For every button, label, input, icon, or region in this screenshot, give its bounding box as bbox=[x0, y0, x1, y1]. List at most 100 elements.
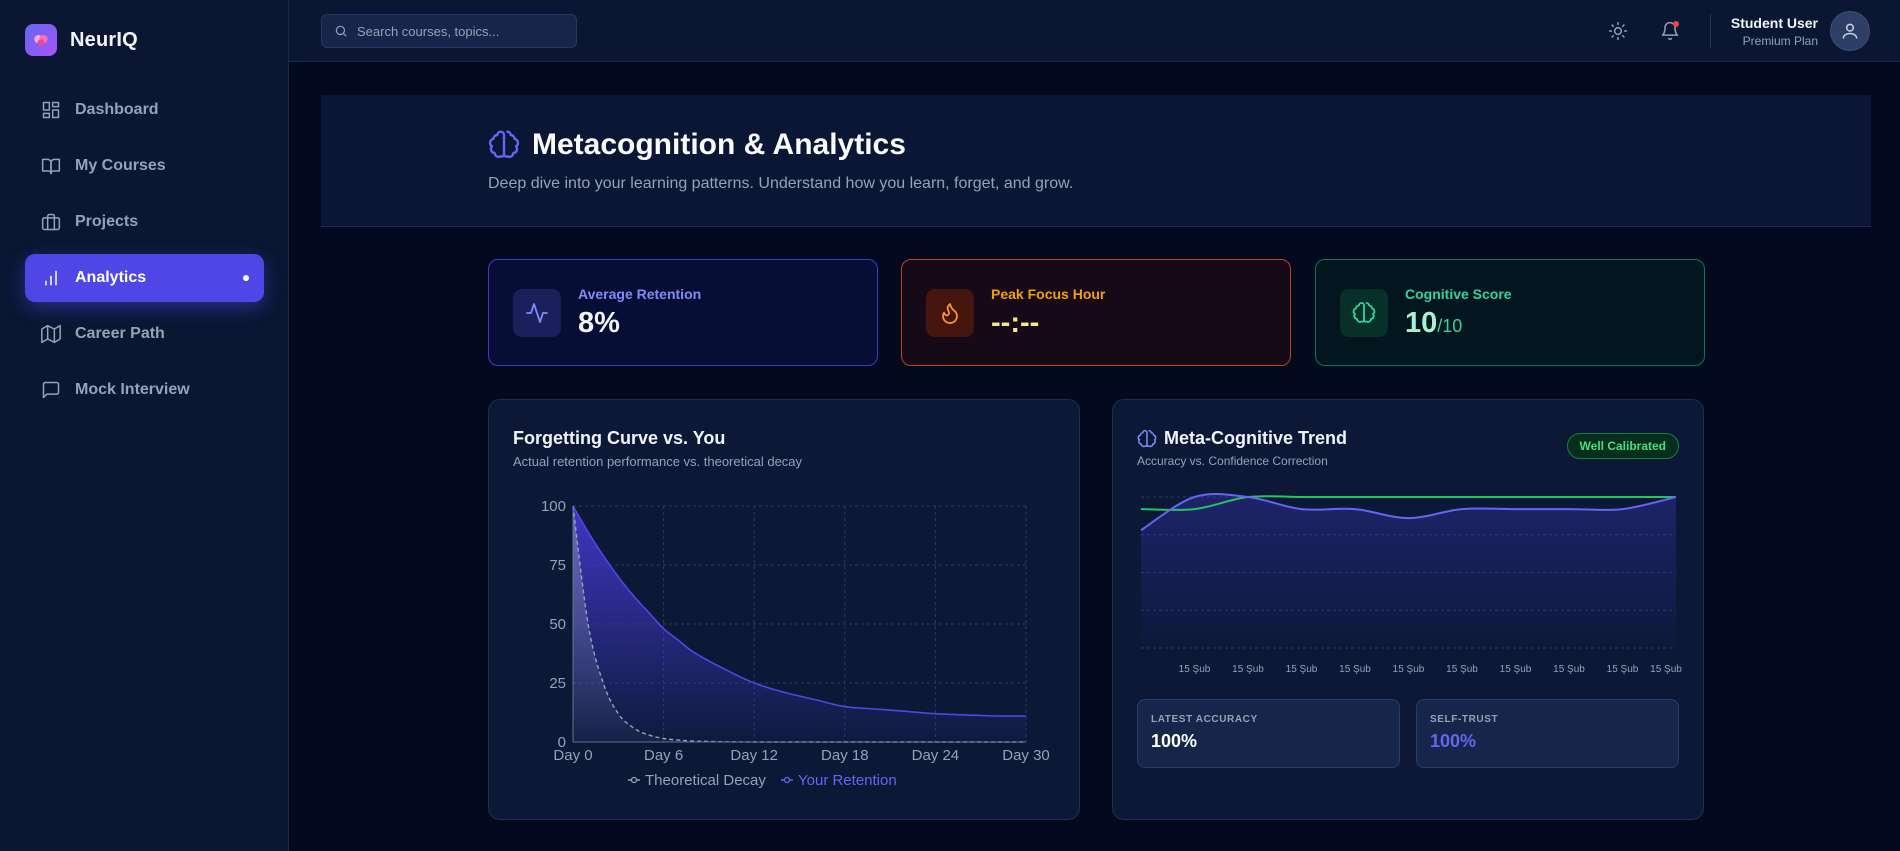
user-plan: Premium Plan bbox=[1742, 33, 1818, 48]
y-tick-label: 100 bbox=[541, 498, 566, 515]
sun-icon bbox=[1608, 21, 1628, 41]
x-tick-label: 15 Şub bbox=[1339, 664, 1371, 675]
page-title: Metacognition & Analytics bbox=[532, 128, 906, 161]
peak-focus-hour-card: Peak Focus Hour --:-- bbox=[901, 259, 1291, 366]
y-tick-label: 50 bbox=[549, 616, 566, 633]
sidebar-item-dashboard[interactable]: Dashboard bbox=[25, 86, 264, 134]
active-indicator-dot bbox=[243, 275, 249, 281]
accuracy-area bbox=[1141, 494, 1676, 648]
flame-icon bbox=[942, 302, 958, 324]
retention-line bbox=[572, 505, 1027, 717]
legend-retention-dot bbox=[783, 776, 791, 784]
x-tick-label: Day 18 bbox=[821, 747, 869, 764]
sidebar-nav: Dashboard My Courses Projects Analytics … bbox=[25, 86, 264, 422]
panel-subtitle: Actual retention performance vs. theoret… bbox=[513, 454, 803, 469]
x-tick-label: 15 Şub bbox=[1553, 664, 1585, 675]
x-tick-label: Day 24 bbox=[912, 747, 960, 764]
stat-label: Cognitive Score bbox=[1405, 285, 1512, 302]
bell-icon bbox=[1661, 21, 1679, 41]
header-divider bbox=[1710, 14, 1711, 48]
panel-subtitle: Accuracy vs. Confidence Correction bbox=[1137, 454, 1328, 468]
brand[interactable]: NeurIQ bbox=[25, 24, 138, 56]
mini-value: 100% bbox=[1430, 731, 1477, 751]
retention-area bbox=[573, 506, 1026, 742]
sidebar-item-my-courses[interactable]: My Courses bbox=[25, 142, 264, 190]
sidebar-item-label: Dashboard bbox=[75, 101, 159, 118]
mini-label: LATEST ACCURACY bbox=[1151, 714, 1258, 725]
activity-icon bbox=[526, 302, 548, 323]
brain-icon bbox=[1352, 301, 1376, 323]
sidebar: NeurIQ Dashboard My Courses Projects Ana… bbox=[0, 0, 289, 851]
brain-icon bbox=[1137, 429, 1157, 447]
bar-chart-icon bbox=[45, 270, 57, 286]
x-tick-label: Day 30 bbox=[1002, 747, 1050, 764]
y-tick-label: 0 bbox=[558, 734, 566, 751]
average-retention-card: Average Retention 8% bbox=[488, 259, 878, 366]
sidebar-item-mock-interview[interactable]: Mock Interview bbox=[25, 366, 264, 414]
x-tick-label: 15 Şub bbox=[1179, 664, 1211, 675]
x-tick-label: 15 Şub bbox=[1446, 664, 1478, 675]
x-tick-label: 15 Şub bbox=[1607, 664, 1639, 675]
avatar[interactable] bbox=[1830, 11, 1870, 51]
panel-title: Meta-Cognitive Trend bbox=[1164, 428, 1348, 448]
latest-accuracy-card: LATEST ACCURACY 100% bbox=[1137, 699, 1400, 768]
message-icon bbox=[42, 381, 60, 399]
mini-label: SELF-TRUST bbox=[1430, 714, 1499, 725]
theme-toggle-button[interactable] bbox=[1606, 19, 1630, 43]
brand-name: NeurIQ bbox=[70, 28, 138, 51]
sidebar-item-label: Career Path bbox=[75, 325, 165, 342]
cognitive-score-card: Cognitive Score 10/10 bbox=[1315, 259, 1705, 366]
page-subtitle: Deep dive into your learning patterns. U… bbox=[488, 175, 1074, 192]
legend-decay-label: Theoretical Decay bbox=[645, 772, 766, 789]
map-icon bbox=[41, 324, 61, 344]
x-tick-label: 15 Şub bbox=[1393, 664, 1425, 675]
forgetting-curve-chart: 0 25 50 75 100 Day 0 Day 6 Day 12 Day 18 Day 24 Da… bbox=[541, 498, 1050, 789]
user-menu[interactable]: Student User Premium Plan bbox=[1731, 11, 1870, 51]
x-tick-label: 15 Şub bbox=[1232, 664, 1264, 675]
stat-value: 8% bbox=[578, 306, 620, 339]
x-tick-label: 15 Şub bbox=[1650, 664, 1682, 675]
x-tick-label: Day 6 bbox=[644, 747, 683, 764]
sidebar-item-career-path[interactable]: Career Path bbox=[25, 310, 264, 358]
panel-title: Forgetting Curve vs. You bbox=[513, 428, 726, 448]
search-box[interactable] bbox=[321, 14, 577, 48]
x-tick-label: 15 Şub bbox=[1500, 664, 1532, 675]
decay-area bbox=[573, 506, 1026, 742]
user-icon bbox=[1842, 23, 1858, 39]
y-tick-label: 25 bbox=[549, 675, 566, 692]
x-tick-label: 15 Şub bbox=[1286, 664, 1318, 675]
x-tick-label: Day 0 bbox=[553, 747, 592, 764]
sidebar-item-projects[interactable]: Projects bbox=[25, 198, 264, 246]
cognitive-score-max: /10 bbox=[1437, 315, 1463, 336]
legend-decay-dot bbox=[630, 776, 638, 784]
forgetting-curve-panel: Forgetting Curve vs. You Actual retentio… bbox=[488, 399, 1080, 820]
brain-icon bbox=[488, 130, 520, 159]
stat-value: --:-- bbox=[991, 306, 1040, 339]
search-icon bbox=[335, 25, 347, 37]
search-input[interactable] bbox=[357, 23, 557, 39]
meta-cognitive-trend-panel: Meta-Cognitive Trend Accuracy vs. Confid… bbox=[1112, 399, 1704, 820]
calibration-badge: Well Calibrated bbox=[1566, 433, 1679, 459]
sidebar-item-label: Analytics bbox=[75, 269, 147, 286]
stat-label: Average Retention bbox=[578, 285, 702, 302]
meta-cognitive-trend-chart: 15 Şub 15 Şub 15 Şub 15 Şub 15 Şub 15 Şub 15 Ş… bbox=[1140, 493, 1682, 675]
sidebar-item-label: Projects bbox=[75, 213, 139, 230]
brain-logo-icon bbox=[25, 24, 57, 56]
self-trust-card: SELF-TRUST 100% bbox=[1416, 699, 1679, 768]
user-name: Student User bbox=[1730, 14, 1818, 31]
cognitive-score-value: 10 bbox=[1405, 306, 1438, 339]
briefcase-icon bbox=[41, 213, 61, 231]
legend-retention-label: Your Retention bbox=[798, 772, 897, 789]
book-icon bbox=[41, 158, 61, 175]
notification-dot bbox=[1673, 21, 1679, 27]
sidebar-item-analytics[interactable]: Analytics bbox=[25, 254, 264, 302]
mini-value: 100% bbox=[1151, 731, 1198, 751]
dashboard-icon bbox=[42, 101, 60, 119]
sidebar-item-label: My Courses bbox=[75, 157, 166, 174]
confidence-line bbox=[1140, 495, 1676, 511]
top-header: Student User Premium Plan bbox=[289, 0, 1900, 62]
notifications-button[interactable] bbox=[1658, 19, 1682, 43]
stat-value: 10/10 bbox=[1405, 307, 1512, 340]
y-tick-label: 75 bbox=[549, 557, 566, 574]
sidebar-item-label: Mock Interview bbox=[75, 381, 190, 398]
